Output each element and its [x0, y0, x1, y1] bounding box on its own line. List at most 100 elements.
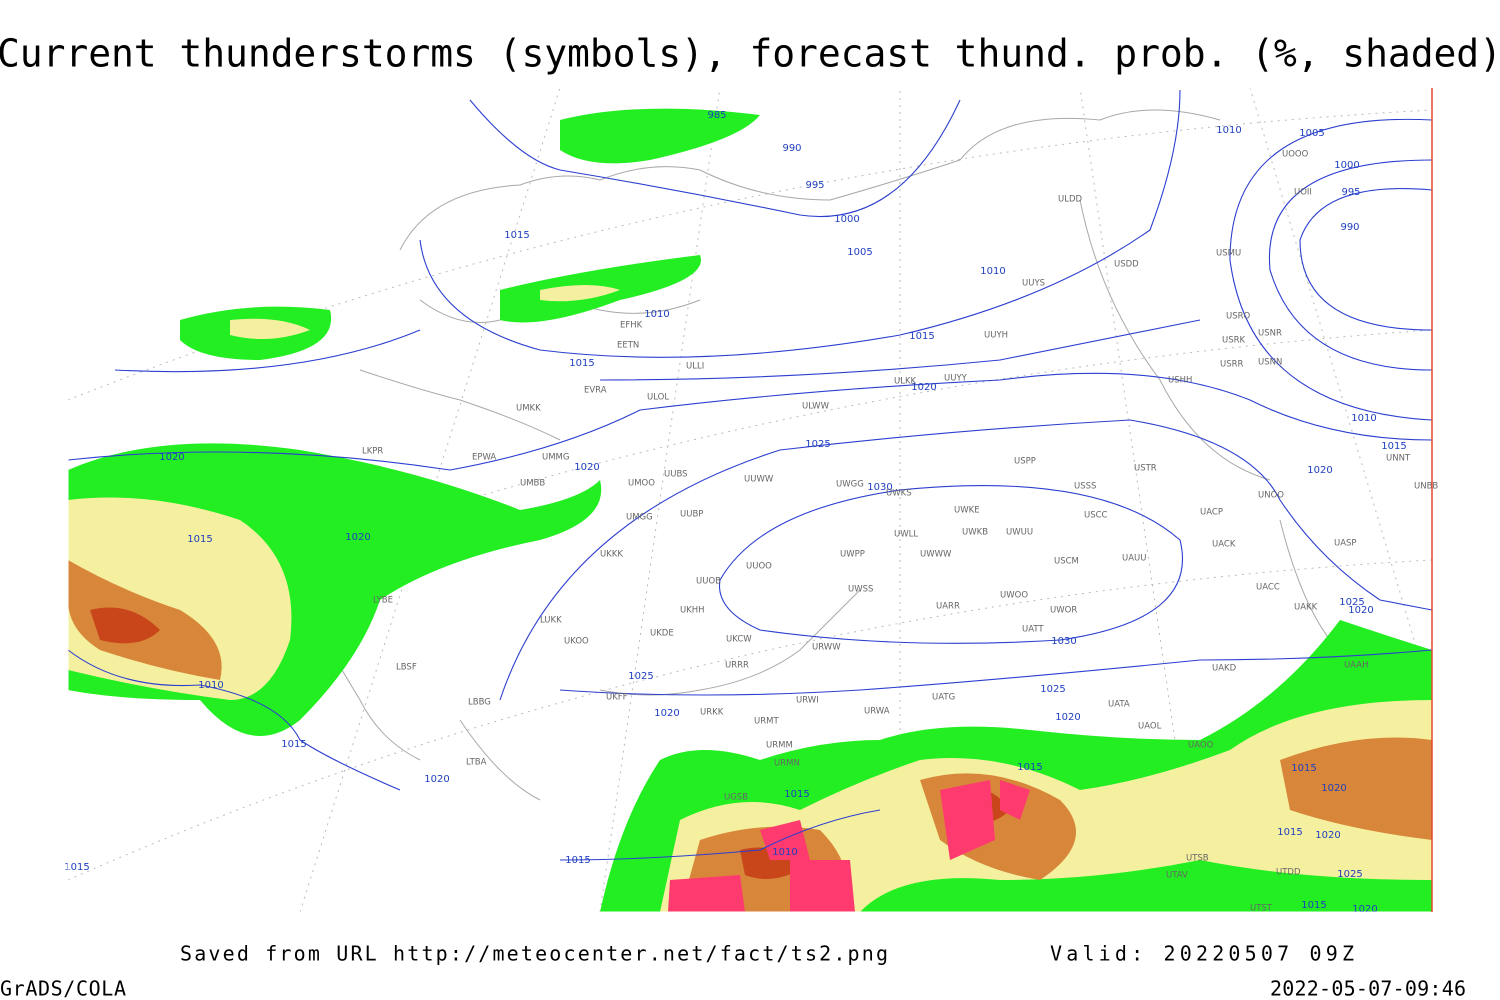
software: GrADS/COLA — [0, 977, 126, 1000]
station-label: UATG — [932, 693, 955, 703]
isobar-label: 985 — [707, 110, 726, 121]
station-label: UWLL — [894, 530, 918, 540]
station-label: LBBG — [468, 698, 491, 708]
station-label: UMOO — [628, 479, 655, 489]
station-label: USCM — [1054, 557, 1079, 567]
station-label: UWPP — [840, 550, 865, 560]
station-label: UARR — [936, 602, 960, 612]
station-labels: ULDD UUYS USDD USMU EFHK EETN EVRA ULOL UMKK EPWA… — [362, 150, 1438, 914]
station-label: UMGG — [626, 513, 653, 523]
station-label: LUKK — [540, 616, 562, 626]
isobar-label: 1015 — [565, 855, 590, 866]
station-label: USHH — [1168, 376, 1192, 386]
isobar-label: 1025 — [1040, 684, 1065, 695]
isobar-label: 1025 — [805, 439, 830, 450]
isobar-label: 1010 — [1216, 125, 1241, 136]
station-label: UOII — [1294, 188, 1312, 198]
isobar-label: 1025 — [1337, 869, 1362, 880]
isobar-label: 1020 — [1307, 465, 1332, 476]
isobar-label: 1015 — [64, 862, 89, 873]
station-label: UWKS — [886, 489, 912, 499]
isobar-label: 1020 — [1352, 904, 1377, 915]
title: Current thunderstorms (symbols), forecas… — [0, 32, 1500, 76]
station-label: UTST — [1250, 904, 1273, 914]
station-label: ULKK — [894, 377, 917, 387]
station-label: USDD — [1114, 260, 1139, 270]
isobar-label: 1015 — [784, 789, 809, 800]
isobar-labels: 9859909951000100510101015102010251030103… — [64, 110, 1406, 915]
station-label: UATT — [1022, 625, 1044, 635]
station-label: UMBB — [520, 479, 545, 489]
station-label: UAKK — [1294, 603, 1318, 613]
station-label: UWOR — [1050, 606, 1077, 616]
isobar-label: 1015 — [1301, 900, 1326, 911]
station-label: UKHH — [680, 606, 705, 616]
station-label: UTSB — [1186, 854, 1209, 864]
isobar-label: 1015 — [909, 331, 934, 342]
isobar-label: 1020 — [424, 774, 449, 785]
station-label: URMM — [766, 741, 793, 751]
station-label: USPP — [1014, 457, 1036, 467]
station-label: URWA — [864, 707, 890, 717]
station-label: USMU — [1216, 249, 1241, 259]
isobar-label: 1015 — [1017, 762, 1042, 773]
valid-time: Valid: 20220507 09Z — [1050, 942, 1354, 966]
isobar-label: 1005 — [847, 247, 872, 258]
station-label: USNR — [1258, 329, 1282, 339]
station-label: URWW — [812, 643, 841, 653]
station-label: UACK — [1212, 540, 1236, 550]
source-url: Saved from URL http://meteocenter.net/fa… — [180, 942, 888, 966]
station-label: UGSB — [724, 793, 748, 803]
station-label: UWKE — [954, 506, 980, 516]
isobar-label: 1020 — [1321, 783, 1346, 794]
isobar-label: 1020 — [1315, 830, 1340, 841]
station-label: UMKK — [516, 404, 541, 414]
isobar-label: 1015 — [187, 534, 212, 545]
isobar-label: 1005 — [1299, 128, 1324, 139]
station-label: URMT — [754, 717, 779, 727]
station-label: ULWW — [802, 402, 830, 412]
isobar-label: 1015 — [504, 230, 529, 241]
station-label: UKFF — [606, 693, 628, 703]
station-label: USTR — [1134, 464, 1157, 474]
station-label: UKDE — [650, 629, 674, 639]
isobar-label: 1000 — [834, 214, 859, 225]
isobar-label: 1020 — [159, 452, 184, 463]
isobar-label: 1025 — [628, 671, 653, 682]
station-label: URRR — [725, 661, 749, 671]
station-label: UUBS — [664, 470, 688, 480]
isobar-label: 1020 — [654, 708, 679, 719]
station-label: UNBB — [1414, 482, 1438, 492]
isobar-label: 1025 — [1339, 597, 1364, 608]
isobar-label: 1020 — [1055, 712, 1080, 723]
isobar-label: 990 — [782, 143, 801, 154]
station-label: UAKD — [1212, 664, 1237, 674]
thunderstorm-probability-shading — [68, 108, 1432, 912]
isobar-label: 1020 — [911, 382, 936, 393]
graticule — [67, 87, 1433, 913]
station-label: USRR — [1220, 360, 1244, 370]
station-label: USRO — [1226, 312, 1251, 322]
isobar-label: 1020 — [574, 462, 599, 473]
station-label: UUYS — [1022, 279, 1045, 289]
isobar-label: 995 — [1341, 187, 1360, 198]
station-label: LTBA — [466, 758, 487, 768]
isobar-label: 1015 — [1381, 441, 1406, 452]
station-label: UUOO — [746, 562, 772, 572]
station-label: UKCW — [726, 635, 752, 645]
station-label: UUYY — [944, 374, 968, 384]
isobar-label: 1015 — [569, 358, 594, 369]
station-label: UACP — [1200, 508, 1223, 518]
station-label: UUOB — [696, 577, 721, 587]
station-label: LBSF — [396, 663, 417, 673]
isobar-label: 1010 — [980, 266, 1005, 277]
station-label: UWUU — [1006, 528, 1033, 538]
station-label: UTAV — [1166, 871, 1188, 881]
station-label: UKKK — [600, 550, 623, 560]
station-label: UWOO — [1000, 591, 1028, 601]
isobars — [67, 89, 1433, 861]
station-label: UOOO — [1282, 150, 1309, 160]
station-label: UNOO — [1258, 491, 1284, 501]
station-label: UUBP — [680, 510, 703, 520]
